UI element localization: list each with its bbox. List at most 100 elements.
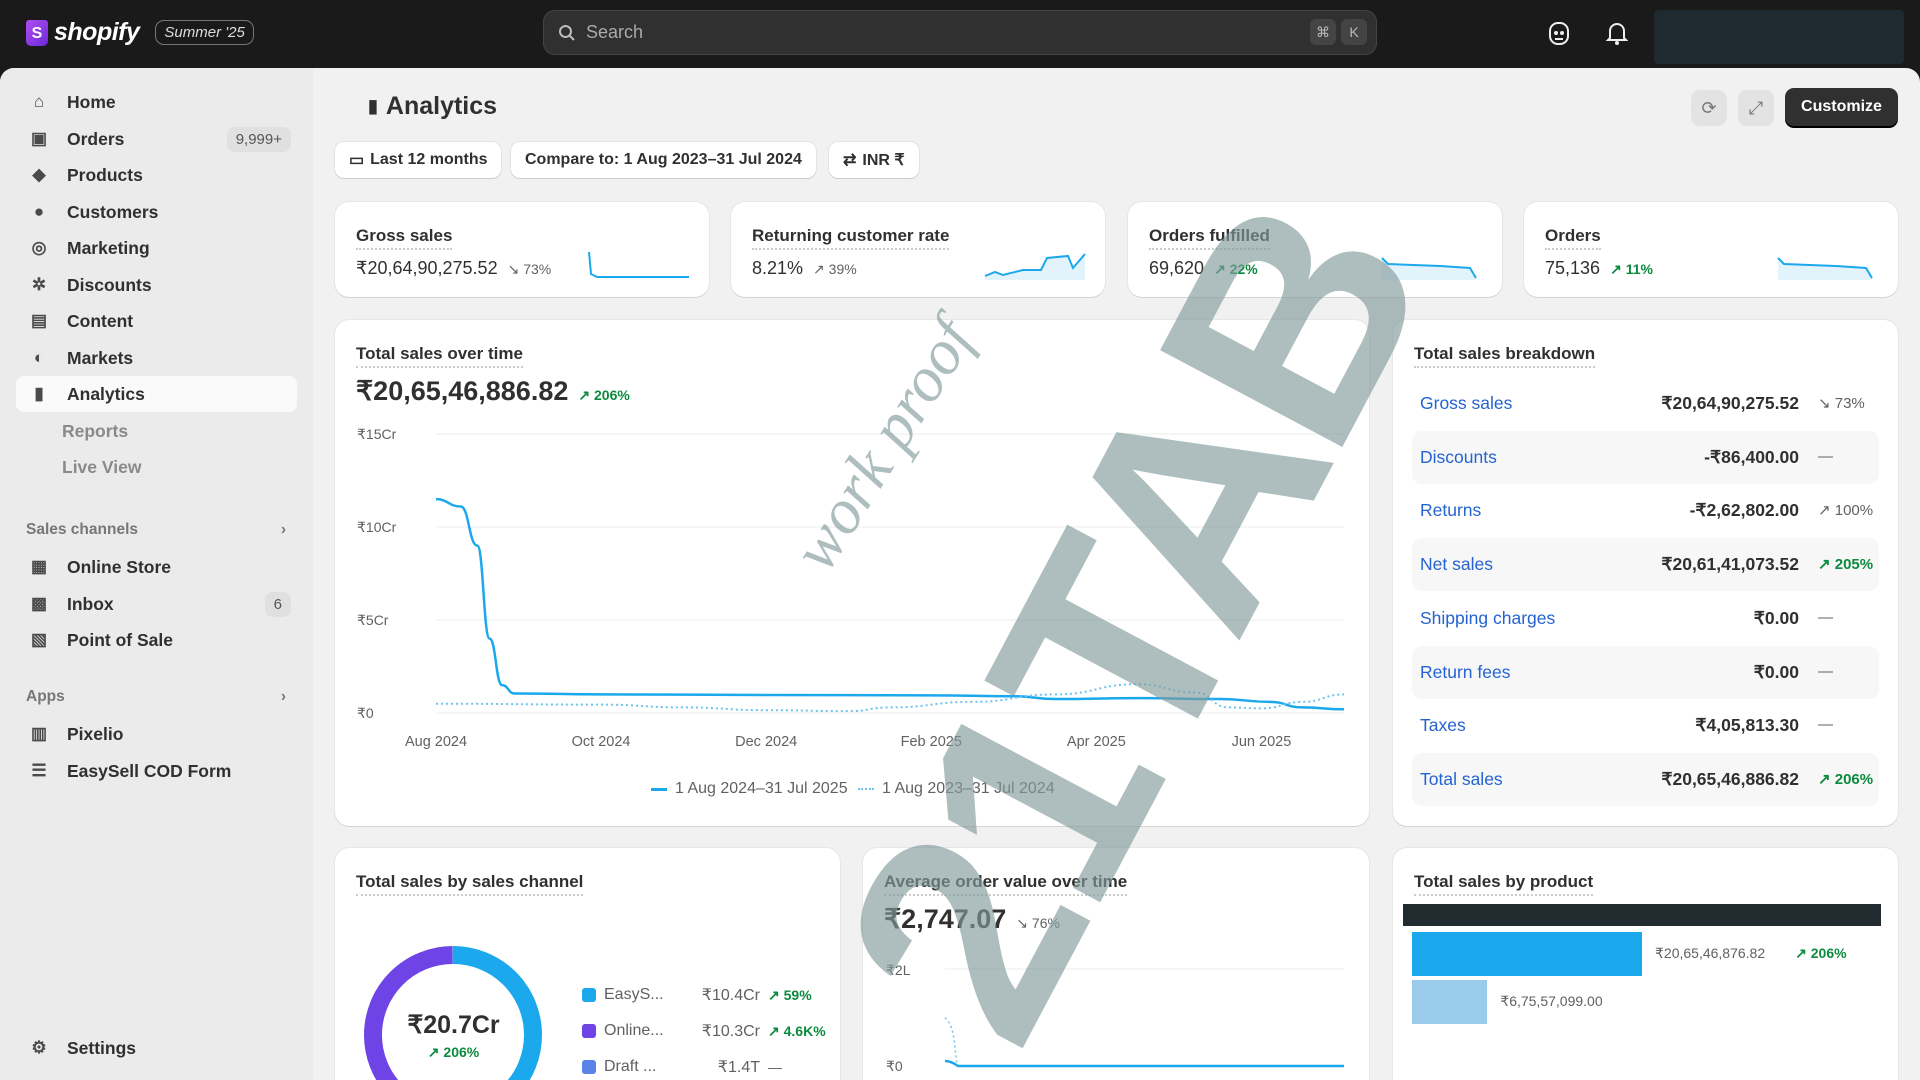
sidebar-item-online-store[interactable]: ▦ Online Store bbox=[16, 549, 297, 585]
kpi-card-orders-fulfilled[interactable]: Orders fulfilled 69,620 ↗ 22% bbox=[1128, 202, 1502, 297]
channel-legend-item[interactable]: Online... ₹10.3Cr ↗ 4.6K% bbox=[582, 1021, 826, 1041]
breakdown-row[interactable]: Taxes ₹4,05,813.30 — bbox=[1412, 699, 1879, 752]
card-title[interactable]: Total sales over time bbox=[356, 344, 523, 368]
fullscreen-button[interactable]: ⤢ bbox=[1738, 90, 1774, 126]
legend-previous[interactable]: 1 Aug 2023–31 Jul 2024 bbox=[858, 780, 1055, 798]
sidebar-item-markets[interactable]: ◐ Markets bbox=[16, 340, 297, 376]
sales-channels-section[interactable]: Sales channels › bbox=[26, 521, 286, 539]
kpi-sparkline bbox=[1381, 257, 1477, 280]
kpi-card-returning-customer-rate[interactable]: Returning customer rate 8.21% ↗ 39% bbox=[731, 202, 1105, 297]
person-icon: ● bbox=[33, 202, 45, 221]
sidebar-item-settings[interactable]: ⚙ Settings bbox=[16, 1030, 297, 1066]
aov-value: ₹2,747.07 bbox=[884, 904, 1007, 934]
section-label: Sales channels bbox=[26, 521, 139, 538]
sidebar-item-products[interactable]: ◆ Products bbox=[16, 157, 297, 193]
store-account-menu[interactable] bbox=[1654, 10, 1904, 64]
shopify-logo[interactable]: S shopify Summer '25 bbox=[26, 18, 254, 47]
breakdown-row[interactable]: Returns -₹2,62,802.00 ↗ 100% bbox=[1412, 484, 1879, 537]
sidebar-item-discounts[interactable]: ✲ Discounts bbox=[16, 267, 297, 303]
breakdown-row[interactable]: Shipping charges ₹0.00 — bbox=[1412, 592, 1879, 645]
compare-button[interactable]: Compare to: 1 Aug 2023–31 Jul 2024 bbox=[511, 142, 816, 178]
notifications-bell-icon[interactable] bbox=[1603, 20, 1631, 48]
sales-channel-donut-chart[interactable] bbox=[361, 943, 546, 1080]
breakdown-label[interactable]: Return fees bbox=[1420, 661, 1511, 682]
donut-slice[interactable] bbox=[452, 946, 542, 1080]
sidebar-item-inbox[interactable]: ▩ Inbox 6 bbox=[16, 586, 297, 622]
donut-slice[interactable] bbox=[363, 946, 453, 1080]
breakdown-label[interactable]: Net sales bbox=[1420, 554, 1493, 575]
kpi-value: ₹20,64,90,275.52 bbox=[356, 258, 498, 278]
total-sales-line-chart[interactable]: ₹0 ₹5Cr ₹10Cr ₹15Cr Aug 2024 Oct 2024 Dec 2024… bbox=[335, 320, 1369, 826]
edition-badge[interactable]: Summer '25 bbox=[155, 20, 254, 45]
sidebar-item-analytics[interactable]: ▮ Analytics bbox=[16, 376, 297, 412]
breakdown-row[interactable]: Total sales ₹20,65,46,886.82 ↗ 206% bbox=[1412, 752, 1879, 806]
aov-previous-line bbox=[944, 1017, 958, 1066]
sidebar-item-reports[interactable]: Reports bbox=[16, 413, 297, 449]
apps-section[interactable]: Apps › bbox=[26, 688, 286, 706]
series-line-current[interactable] bbox=[435, 497, 1345, 711]
channel-legend-item[interactable]: Draft ... ₹1.4T — bbox=[582, 1057, 782, 1077]
kpi-card-gross-sales[interactable]: Gross sales ₹20,64,90,275.52 ↘ 73% bbox=[335, 202, 709, 297]
breakdown-value: ₹4,05,813.30 bbox=[1695, 715, 1799, 736]
sidebar-item-content[interactable]: ▤ Content bbox=[16, 303, 297, 339]
bar-chart-icon: ▮ bbox=[34, 384, 44, 403]
card-title[interactable]: Total sales by sales channel bbox=[356, 872, 584, 896]
breakdown-row[interactable]: Net sales ₹20,61,41,073.52 ↗ 205% bbox=[1412, 538, 1879, 592]
aov-y-tick-top: ₹2L bbox=[886, 962, 911, 978]
product-change: ↗ 206% bbox=[1795, 945, 1847, 961]
sidebar-item-marketing[interactable]: ◎ Marketing bbox=[16, 230, 297, 266]
channel-value: ₹10.4Cr bbox=[701, 987, 760, 1004]
card-title[interactable]: Average order value over time bbox=[884, 872, 1128, 896]
legend-current[interactable]: 1 Aug 2024–31 Jul 2025 bbox=[651, 780, 848, 798]
breakdown-label[interactable]: Taxes bbox=[1420, 715, 1466, 736]
sidebar-item-pixelio[interactable]: ▥ Pixelio bbox=[16, 716, 297, 752]
aov-line-chart[interactable] bbox=[863, 848, 1369, 1080]
kpi-card-orders[interactable]: Orders 75,136 ↗ 11% bbox=[1524, 202, 1898, 297]
kpi-value: 75,136 bbox=[1545, 258, 1601, 278]
nav-label: EasySell COD Form bbox=[67, 760, 232, 781]
refresh-icon: ⟳ bbox=[1701, 98, 1717, 118]
pos-icon: ▧ bbox=[30, 630, 48, 649]
y-tick-label: ₹0 bbox=[357, 705, 374, 721]
card-title[interactable]: Total sales breakdown bbox=[1414, 344, 1596, 368]
search-input[interactable]: Search ⌘ K bbox=[543, 10, 1377, 55]
breakdown-label[interactable]: Gross sales bbox=[1420, 393, 1513, 413]
currency-button[interactable]: ⇄ INR ₹ bbox=[829, 142, 919, 178]
sidebar-item-customers[interactable]: ● Customers bbox=[16, 194, 297, 230]
sidebar-item-home[interactable]: ⌂ Home bbox=[16, 84, 297, 120]
assistant-face-icon[interactable] bbox=[1545, 20, 1573, 48]
pixelio-app-icon: ▥ bbox=[30, 724, 48, 743]
channel-legend-item[interactable]: EasyS... ₹10.4Cr ↗ 59% bbox=[582, 985, 812, 1005]
product-value: ₹20,65,46,876.82 bbox=[1655, 945, 1766, 961]
sidebar-item-point-of-sale[interactable]: ▧ Point of Sale bbox=[16, 622, 297, 658]
legend-label: 1 Aug 2023–31 Jul 2024 bbox=[882, 780, 1055, 797]
sidebar-item-orders[interactable]: ▣ Orders 9,999+ bbox=[16, 121, 297, 157]
breakdown-label[interactable]: Returns bbox=[1420, 500, 1482, 521]
sidebar-item-live-view[interactable]: Live View bbox=[16, 449, 297, 485]
total-sales-over-time-card: Total sales over time ₹20,65,46,886.82 ↗… bbox=[335, 320, 1369, 826]
sales-by-product-card: Total sales by product ₹20,65,46,876.82 ↗… bbox=[1393, 848, 1898, 1080]
card-title[interactable]: Total sales by product bbox=[1414, 872, 1594, 896]
breakdown-label[interactable]: Discounts bbox=[1420, 446, 1497, 467]
breakdown-label[interactable]: Shipping charges bbox=[1420, 607, 1556, 628]
series-line-previous[interactable] bbox=[435, 683, 1345, 713]
refresh-button[interactable]: ⟳ bbox=[1691, 90, 1727, 126]
legend-swatch bbox=[582, 1060, 596, 1074]
nav-label: Discounts bbox=[67, 274, 152, 295]
breakdown-label[interactable]: Total sales bbox=[1420, 768, 1503, 789]
breakdown-change: ↗ 206% bbox=[1818, 770, 1874, 788]
product-bar[interactable] bbox=[1412, 932, 1642, 976]
breakdown-row[interactable]: Return fees ₹0.00 — bbox=[1412, 645, 1879, 699]
sidebar-item-easysell[interactable]: ☰ EasySell COD Form bbox=[16, 753, 297, 789]
date-range-button[interactable]: ▭ Last 12 months bbox=[335, 142, 502, 178]
top-bar: S shopify Summer '25 Search ⌘ K bbox=[0, 0, 1920, 68]
breakdown-change: — bbox=[1818, 716, 1833, 734]
total-sales-breakdown-card: Total sales breakdown Gross sales ₹20,64,… bbox=[1393, 320, 1898, 826]
breakdown-row[interactable]: Gross sales ₹20,64,90,275.52 ↘ 73% bbox=[1412, 377, 1879, 430]
customize-button[interactable]: Customize bbox=[1785, 88, 1898, 126]
expand-icon: ⤢ bbox=[1748, 98, 1764, 118]
kpi-change: ↗ 39% bbox=[813, 261, 857, 277]
breakdown-row[interactable]: Discounts -₹86,400.00 — bbox=[1412, 430, 1879, 484]
breakdown-change: — bbox=[1818, 662, 1833, 680]
product-bar[interactable] bbox=[1412, 980, 1488, 1024]
